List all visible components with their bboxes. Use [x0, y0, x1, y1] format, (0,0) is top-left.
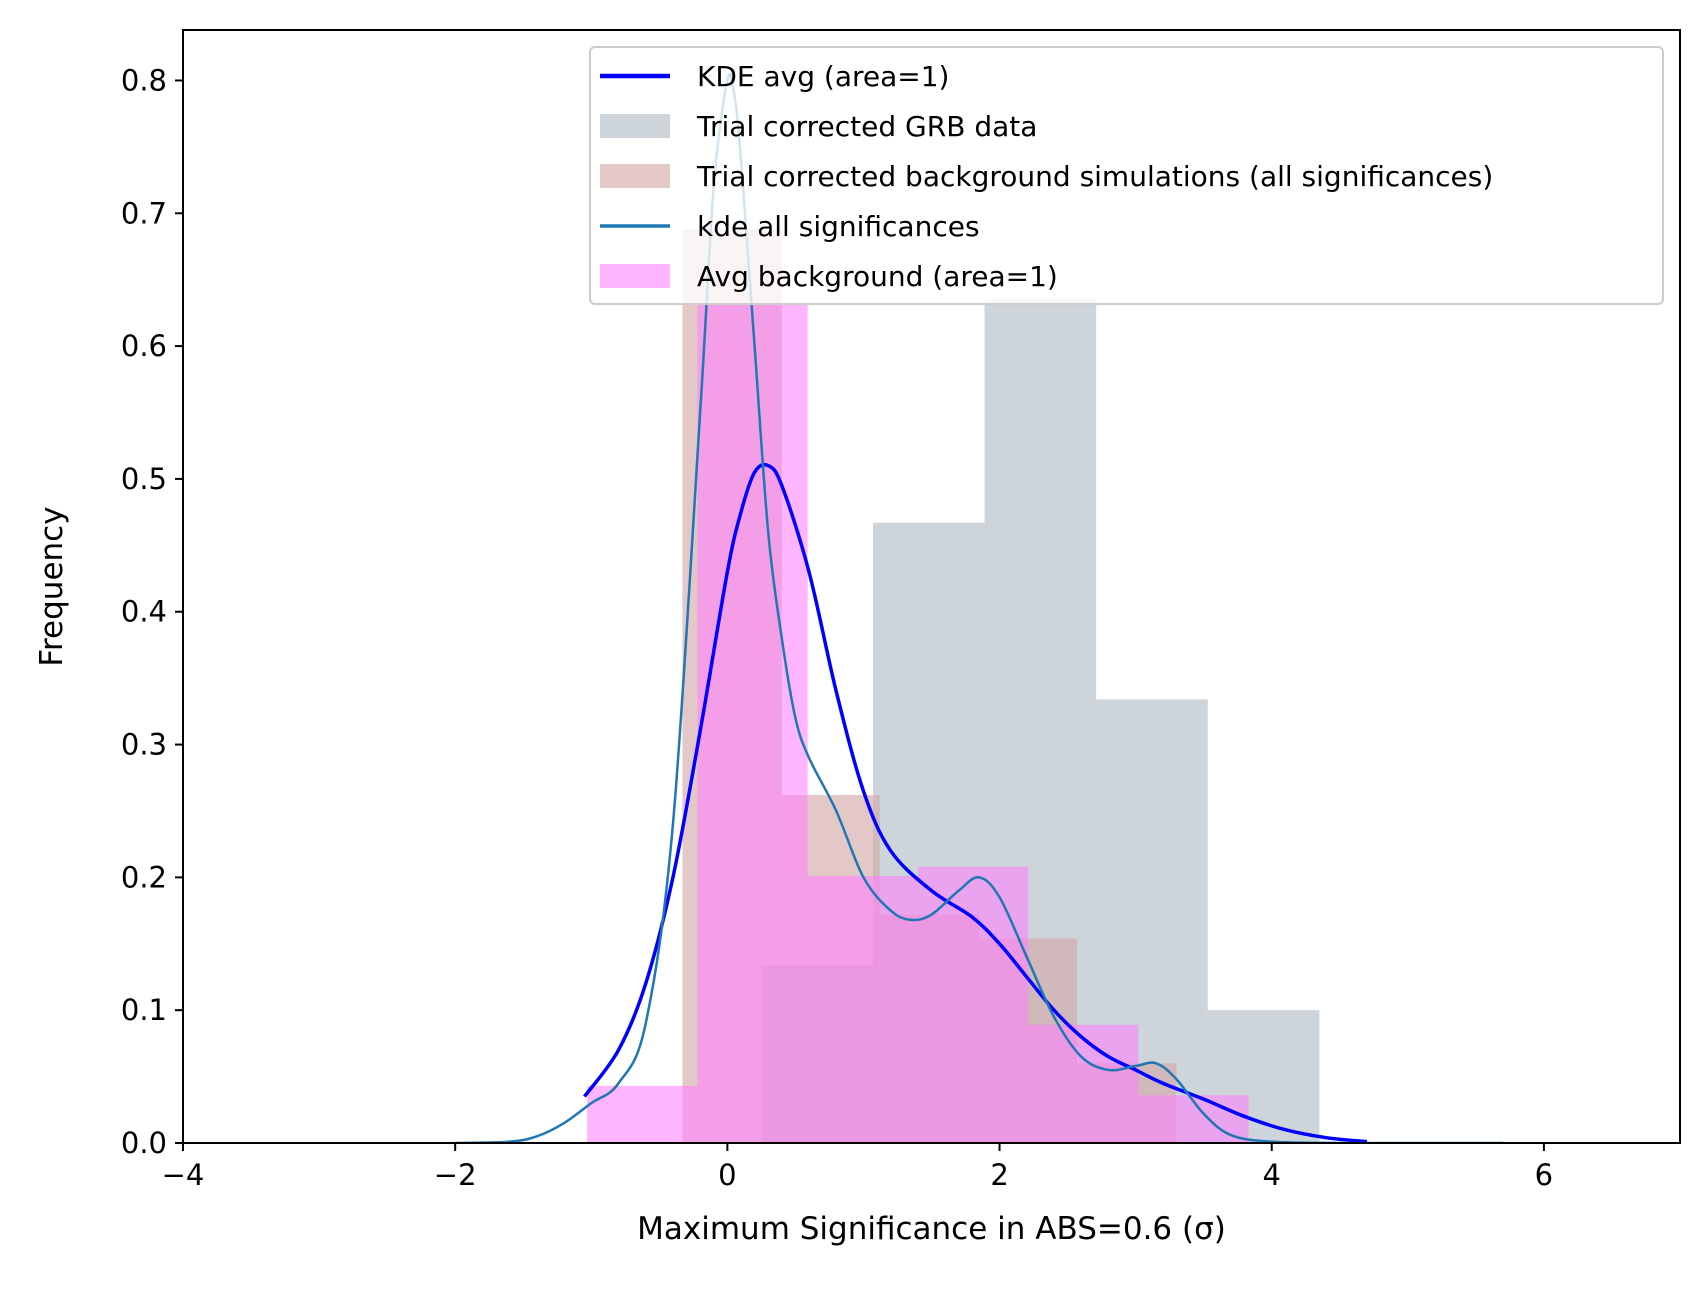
x-tick-label: 0	[718, 1158, 736, 1192]
axes-frame	[182, 29, 1681, 1144]
legend-label: kde all significances	[697, 210, 980, 243]
y-tick-label: 0.1	[121, 993, 167, 1027]
legend-entry-kde_avg: KDE avg (area=1)	[600, 60, 949, 93]
x-tick-label: −4	[162, 1158, 205, 1192]
y-tick-label: 0.4	[121, 595, 167, 629]
histogram-bar	[807, 876, 918, 1143]
x-axis-label: Maximum Significance in ABS=0.6 (σ)	[637, 1211, 1226, 1247]
legend-entry-kde_all: kde all significances	[600, 210, 980, 243]
legend-patch-swatch	[600, 164, 670, 188]
y-tick-label: 0.3	[121, 728, 167, 762]
kde-line-kde_all	[455, 72, 1504, 1143]
y-tick-label: 0.8	[121, 63, 167, 97]
histogram-avgbg	[587, 303, 1249, 1143]
histogram-layer	[587, 229, 1320, 1143]
legend-label: Trial corrected background simulations (…	[696, 160, 1493, 193]
x-tick-label: 4	[1263, 1158, 1281, 1192]
legend-entry-avgbg: Avg background (area=1)	[600, 260, 1058, 293]
legend-label: Avg background (area=1)	[697, 260, 1058, 293]
legend-label: Trial corrected GRB data	[696, 110, 1037, 143]
kde-line-kde_avg	[583, 462, 1368, 1143]
legend-patch-swatch	[600, 114, 670, 138]
legend: KDE avg (area=1) Trial corrected GRB data…	[589, 46, 1664, 305]
y-axis-label: Frequency	[34, 506, 70, 666]
legend-entry-bgsim: Trial corrected background simulations (…	[600, 160, 1493, 193]
legend-label: KDE avg (area=1)	[697, 60, 949, 93]
histogram-bar	[1028, 1024, 1139, 1143]
histogram-bar	[587, 1085, 698, 1143]
y-tick-label: 0.2	[121, 860, 167, 894]
x-tick-label: −2	[434, 1158, 477, 1192]
y-tick-label: 0.0	[121, 1126, 167, 1160]
histogram-bar	[917, 866, 1029, 1143]
y-tick-label: 0.5	[121, 462, 167, 496]
x-tick-label: 6	[1535, 1158, 1553, 1192]
legend-patch-swatch	[600, 264, 670, 288]
tick-layer: −4 −2 0 2 4 6 0.0 0.1 0.2 0.3 0.4 0.5 0.6 0.7 0.8	[121, 63, 1553, 1192]
y-tick-label: 0.7	[121, 196, 167, 230]
histogram-bar	[697, 303, 808, 1143]
y-tick-label: 0.6	[121, 329, 167, 363]
legend-box	[589, 46, 1664, 305]
legend-entry-grb: Trial corrected GRB data	[600, 110, 1037, 143]
kde-line-layer	[455, 72, 1504, 1143]
x-tick-label: 2	[990, 1158, 1008, 1192]
